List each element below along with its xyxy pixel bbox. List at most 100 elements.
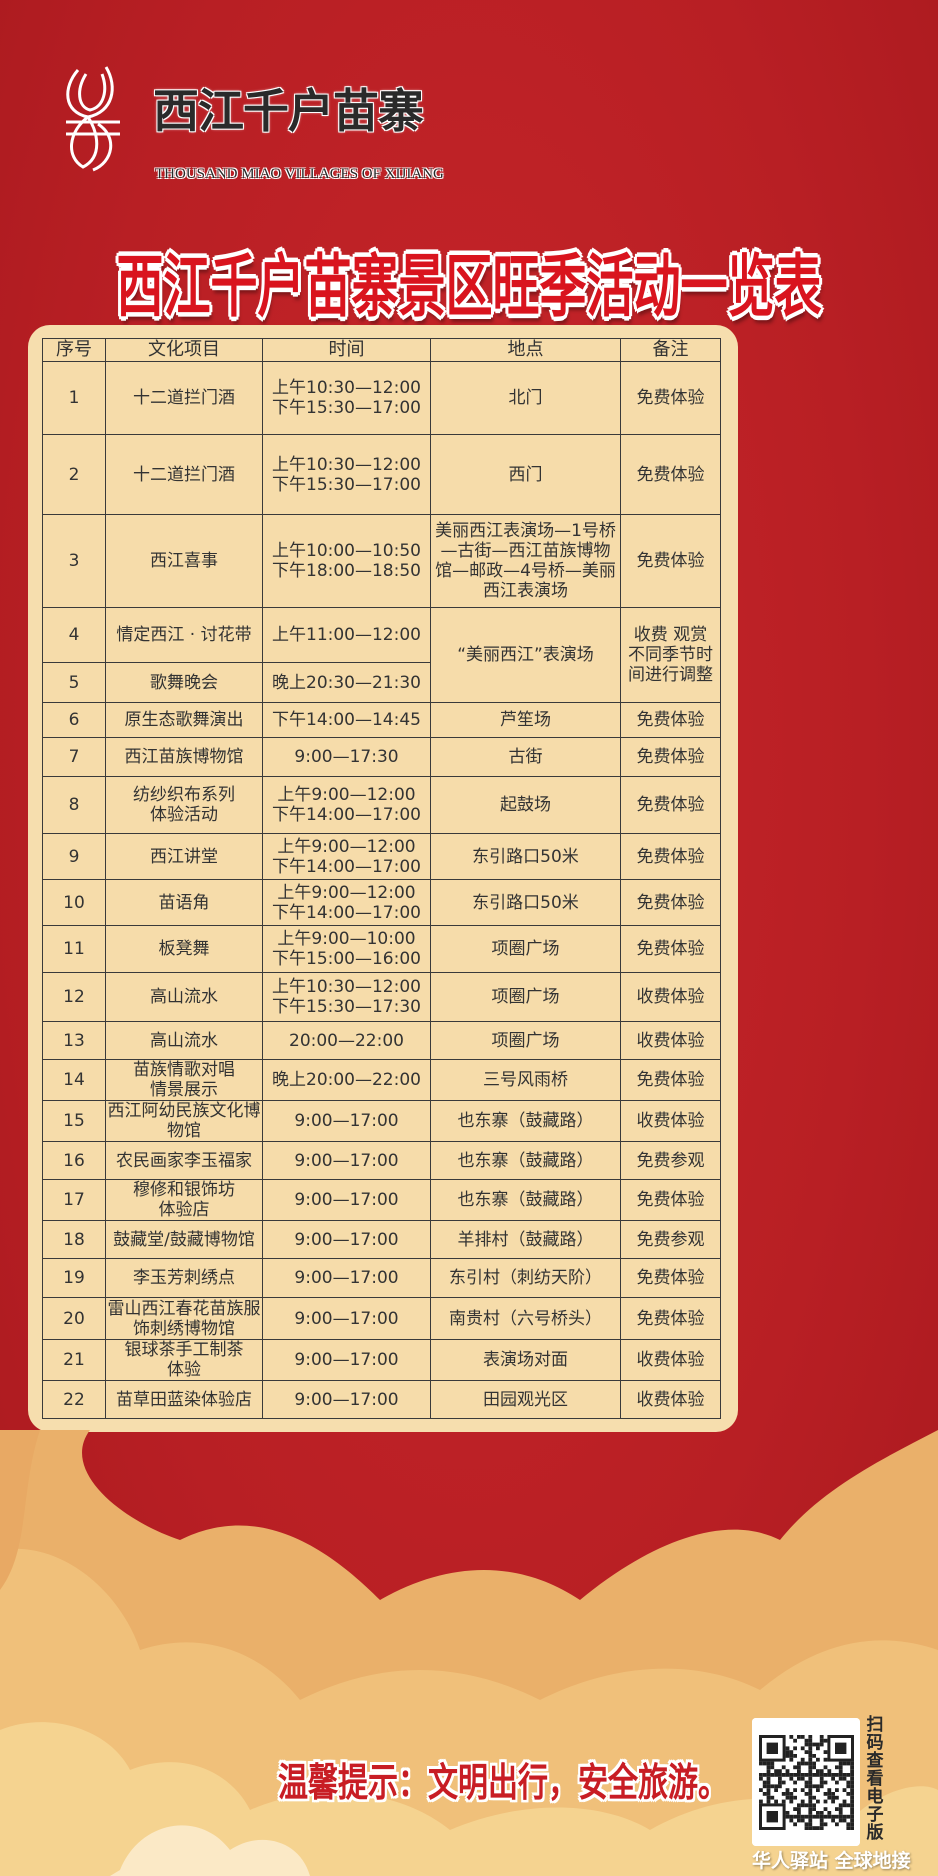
cell-item: 雷山西江春花苗族服 饰刺绣博物馆 [105,1297,263,1340]
table-row: 2 十二道拦门酒 上午10:30—12:00 下午15:30—17:00 西门 免费体验 [42,434,721,515]
cell-place: 项圈广场 [430,1021,621,1060]
qr-code-icon[interactable] [752,1718,860,1846]
cell-note: 免费体验 [620,1297,721,1340]
cell-place: 也东寨（鼓藏路） [430,1179,621,1221]
cell-note: 免费体验 [620,1059,721,1101]
cell-item: 穆修和银饰坊 体验店 [105,1179,263,1221]
cell-note: 免费体验 [620,737,721,777]
table-row: 20 雷山西江春花苗族服 饰刺绣博物馆 9:00—17:00 南贵村（六号桥头） 免费体… [42,1297,721,1340]
cell-note: 收费体验 [620,1021,721,1060]
cell-no: 13 [42,1021,106,1060]
qr-caption: 扫码查看电子版 [866,1715,884,1843]
cell-time: 上午9:00—12:00 下午14:00—17:00 [262,833,431,880]
cell-note: 免费体验 [620,925,721,973]
cell-item: 西江苗族博物馆 [105,737,263,777]
logo: 西江千户苗寨 THOUSAND MIAO VILLAGES OF XIJIANG [58,62,444,182]
cell-no: 16 [42,1141,106,1180]
miao-horns-logo-icon [66,66,120,172]
cell-place: 羊排村（鼓藏路） [430,1220,621,1259]
cell-time: 9:00—17:00 [262,1220,431,1259]
cell-item: 鼓藏堂/鼓藏博物馆 [105,1220,263,1259]
table-row: 18 鼓藏堂/鼓藏博物馆 9:00—17:00 羊排村（鼓藏路） 免费参观 [42,1220,721,1259]
cell-note: 收费体验 [620,972,721,1022]
cell-no: 2 [42,434,106,515]
cell-time: 晚上20:30—21:30 [262,662,431,703]
cell-note: 免费体验 [620,879,721,926]
cell-no: 18 [42,1220,106,1259]
column-header-note: 备注 [620,338,721,362]
cell-no: 1 [42,361,106,435]
column-header-item: 文化项目 [105,338,263,362]
cell-place: 西门 [430,434,621,515]
table-row: 21 银球茶手工制茶 体验 9:00—17:00 表演场对面 收费体验 [42,1339,721,1381]
cell-place: 起鼓场 [430,776,621,834]
cell-place: 古街 [430,737,621,777]
logo-chinese-name: 西江千户苗寨 [153,84,424,138]
cell-note: 免费体验 [620,361,721,435]
cell-place: 也东寨（鼓藏路） [430,1141,621,1180]
column-header-time: 时间 [262,338,431,362]
cell-time: 9:00—17:00 [262,1100,431,1142]
cell-time: 上午11:00—12:00 [262,607,431,663]
cell-note: 免费体验 [620,514,721,608]
cell-note: 免费体验 [620,776,721,834]
cell-time: 下午14:00—14:45 [262,702,431,738]
column-header-place: 地点 [430,338,621,362]
table-row: 6 原生态歌舞演出 下午14:00—14:45 芦笙场 免费体验 [42,702,721,738]
cell-item: 高山流水 [105,1021,263,1060]
cell-time: 9:00—17:00 [262,1141,431,1180]
cell-time: 9:00—17:00 [262,1339,431,1381]
cell-time: 上午10:30—12:00 下午15:30—17:00 [262,361,431,435]
cell-time: 上午10:00—10:50 下午18:00—18:50 [262,514,431,608]
cell-place: 美丽西江表演场—1号桥 —古街—西江苗族博物 馆—邮政—4号桥—美丽 西江表演场 [430,514,621,608]
cell-item: 情定西江 · 讨花带 [105,607,263,663]
cell-no: 14 [42,1059,106,1101]
cell-place: 南贵村（六号桥头） [430,1297,621,1340]
cell-no: 9 [42,833,106,880]
cell-no: 19 [42,1258,106,1298]
cell-note: 免费参观 [620,1220,721,1259]
table-row: 15 西江阿幼民族文化博 物馆 9:00—17:00 也东寨（鼓藏路） 收费体验 [42,1100,721,1142]
cell-item: 西江讲堂 [105,833,263,880]
cell-time: 上午9:00—12:00 下午14:00—17:00 [262,879,431,926]
cell-item: 李玉芳刺绣点 [105,1258,263,1298]
activity-table: 序号 文化项目 时间 地点 备注 1 十二道拦门酒 上午10:30—12:00 下午15:3… [42,338,721,1419]
table-row: 22 苗草田蓝染体验店 9:00—17:00 田园观光区 收费体验 [42,1380,721,1419]
cell-place: 三号风雨桥 [430,1059,621,1101]
table-row: 14 苗族情歌对唱 情景展示 晚上20:00—22:00 三号风雨桥 免费体验 [42,1059,721,1101]
column-header-no: 序号 [42,338,106,362]
cell-no: 11 [42,925,106,973]
cell-item: 纺纱织布系列 体验活动 [105,776,263,834]
page-title-wrapper: 西江千户苗寨景区旺季活动一览表 [0,251,938,324]
table-row: 16 农民画家李玉福家 9:00—17:00 也东寨（鼓藏路） 免费参观 [42,1141,721,1180]
cell-item: 农民画家李玉福家 [105,1141,263,1180]
cell-note: 免费体验 [620,1179,721,1221]
cell-note: 免费参观 [620,1141,721,1180]
cell-time: 上午10:30—12:00 下午15:30—17:30 [262,972,431,1022]
cell-note: 免费体验 [620,833,721,880]
cell-no: 22 [42,1380,106,1419]
cell-time: 9:00—17:00 [262,1258,431,1298]
cell-item: 苗草田蓝染体验店 [105,1380,263,1419]
cell-no: 21 [42,1339,106,1381]
cell-item: 原生态歌舞演出 [105,702,263,738]
table-row: 13 高山流水 20:00—22:00 项圈广场 收费体验 [42,1021,721,1060]
cell-no: 4 [42,607,106,663]
table-row: 4 情定西江 · 讨花带 上午11:00—12:00 “美丽西江”表演场 收费 观赏 不… [42,607,721,703]
table-row: 19 李玉芳刺绣点 9:00—17:00 东引村（刺纺天阶） 免费体验 [42,1258,721,1298]
table-row: 3 西江喜事 上午10:00—10:50 下午18:00—18:50 美丽西江表演场—… [42,514,721,608]
cell-item: 板凳舞 [105,925,263,973]
cell-place: 东引路口50米 [430,879,621,926]
cell-note: 免费体验 [620,702,721,738]
cell-place: 也东寨（鼓藏路） [430,1100,621,1142]
cell-place: 芦笙场 [430,702,621,738]
cell-note: 收费体验 [620,1339,721,1381]
cell-place: 项圈广场 [430,925,621,973]
table-row: 1 十二道拦门酒 上午10:30—12:00 下午15:30—17:00 北门 免费体验 [42,361,721,435]
cell-place: 东引村（刺纺天阶） [430,1258,621,1298]
table-header-row: 序号 文化项目 时间 地点 备注 [42,338,721,362]
cell-place: “美丽西江”表演场 [430,607,621,703]
cell-time: 上午9:00—12:00 下午14:00—17:00 [262,776,431,834]
cell-place: 项圈广场 [430,972,621,1022]
cell-time: 上午9:00—10:00 下午15:00—16:00 [262,925,431,973]
